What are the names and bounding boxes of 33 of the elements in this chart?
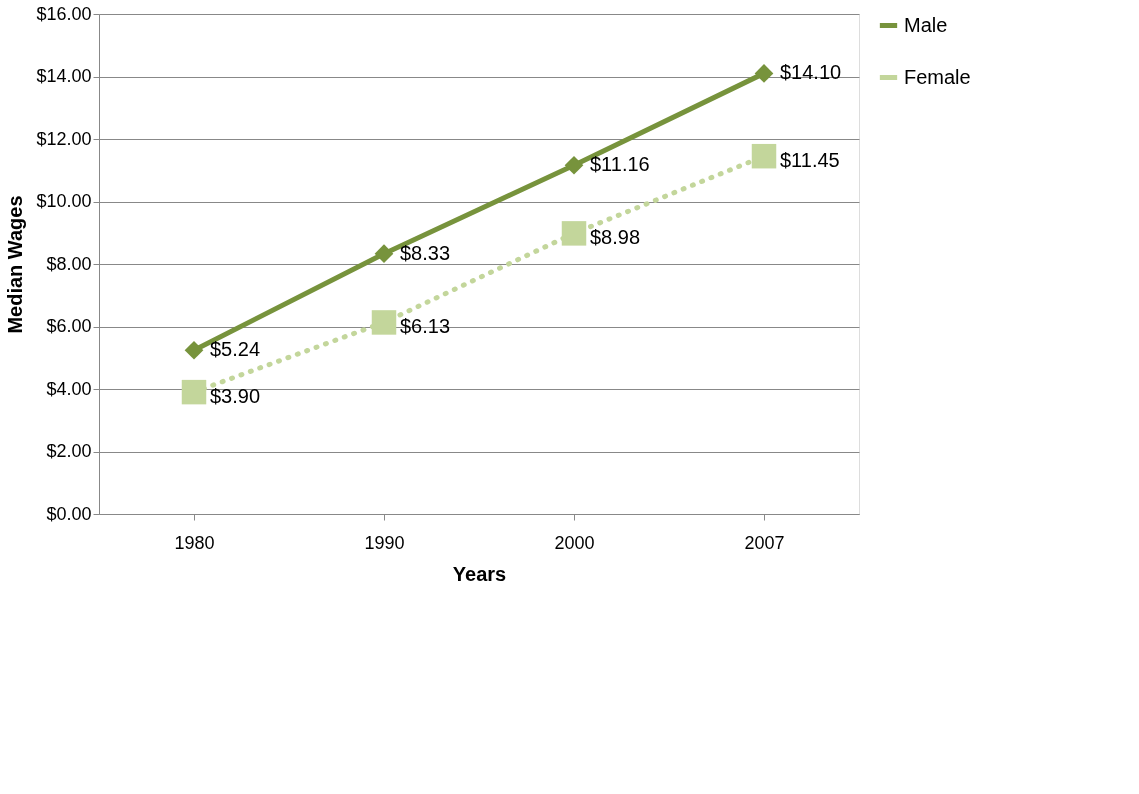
x-tick-label: 2000 xyxy=(554,532,595,553)
y-axis-title: Median Wages xyxy=(4,195,27,334)
y-tick-label: $10.00 xyxy=(36,191,92,211)
point xyxy=(374,244,394,264)
data-label: $11.16 xyxy=(590,153,650,176)
data-label: $11.45 xyxy=(780,149,840,172)
legend-label: Female xyxy=(904,65,971,88)
data-label: $3.90 xyxy=(210,385,261,408)
point xyxy=(561,221,587,246)
y-tick-label: $4.00 xyxy=(46,378,92,399)
data-label: $8.33 xyxy=(400,241,451,264)
y-tick-label: $6.00 xyxy=(46,316,92,336)
y-tick-label: $14.00 xyxy=(36,66,92,86)
point xyxy=(181,379,207,405)
y-tick-label: $0.00 xyxy=(46,503,92,524)
point xyxy=(751,143,777,169)
point xyxy=(754,64,774,83)
x-tick-label: 1990 xyxy=(364,532,405,553)
y-tick-label: $2.00 xyxy=(46,441,92,461)
point xyxy=(184,340,204,360)
y-tick-label: $12.00 xyxy=(36,128,92,149)
legend-label: Male xyxy=(904,13,948,36)
x-axis-title: Years xyxy=(452,562,507,585)
data-label: $6.13 xyxy=(400,315,451,338)
point xyxy=(564,155,584,175)
x-tick-label: 2007 xyxy=(744,532,785,553)
y-tick-label: $16.00 xyxy=(36,3,92,24)
data-label: $8.98 xyxy=(590,226,641,249)
point xyxy=(371,310,397,335)
data-label: $5.24 xyxy=(210,338,261,361)
x-tick-label: 1980 xyxy=(174,532,215,553)
y-tick-label: $8.00 xyxy=(46,253,92,274)
data-label: $14.10 xyxy=(780,61,842,84)
